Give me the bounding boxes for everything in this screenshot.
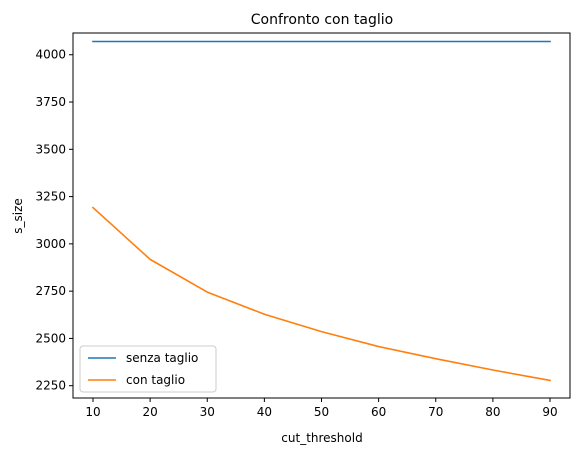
legend-label: senza taglio <box>126 351 198 365</box>
y-axis-label: s_size <box>11 198 25 234</box>
y-tick-label: 2500 <box>35 331 66 345</box>
legend-label: con taglio <box>126 373 185 387</box>
x-tick-label: 90 <box>542 405 557 419</box>
y-tick-label: 2750 <box>35 284 66 298</box>
x-tick-label: 80 <box>485 405 500 419</box>
x-tick-label: 10 <box>85 405 100 419</box>
x-tick-label: 70 <box>428 405 443 419</box>
series-lines <box>91 40 551 382</box>
y-tick-label: 3500 <box>35 142 66 156</box>
y-tick-label: 2250 <box>35 379 66 393</box>
chart-title: Confronto con taglio <box>251 12 393 28</box>
x-tick-label: 20 <box>142 405 157 419</box>
x-tick-label: 40 <box>257 405 272 419</box>
y-tick-label: 3750 <box>35 95 66 109</box>
x-axis-ticks: 10 20 30 40 50 60 70 80 90 <box>85 398 558 419</box>
x-tick-label: 50 <box>314 405 329 419</box>
legend: senza taglio con taglio <box>79 345 217 393</box>
y-axis-ticks: 2250 2500 2750 3000 3250 3500 3750 4000 <box>35 48 73 393</box>
y-tick-label: 4000 <box>35 48 66 62</box>
y-tick-label: 3000 <box>35 237 66 251</box>
plot-frame <box>72 32 571 399</box>
series-line-2 <box>91 206 551 382</box>
x-tick-label: 30 <box>200 405 215 419</box>
x-tick-label: 60 <box>371 405 386 419</box>
y-tick-label: 3250 <box>35 190 66 204</box>
x-axis-label: cut_threshold <box>281 431 362 445</box>
